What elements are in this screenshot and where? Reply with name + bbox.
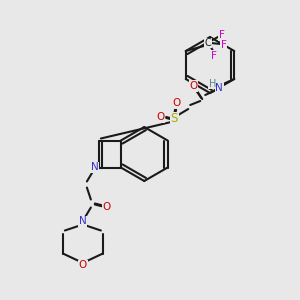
Text: N: N <box>215 83 223 93</box>
Text: F: F <box>211 51 217 61</box>
Text: F: F <box>221 40 227 50</box>
Text: S: S <box>171 112 178 125</box>
Text: C: C <box>204 38 211 48</box>
Text: F: F <box>219 30 225 40</box>
Text: O: O <box>189 81 197 91</box>
Text: O: O <box>103 202 111 212</box>
Text: O: O <box>156 112 164 122</box>
Text: O: O <box>79 260 87 271</box>
Text: N: N <box>91 163 99 172</box>
Text: H: H <box>208 79 216 89</box>
Text: O: O <box>172 98 180 108</box>
Text: N: N <box>79 217 87 226</box>
